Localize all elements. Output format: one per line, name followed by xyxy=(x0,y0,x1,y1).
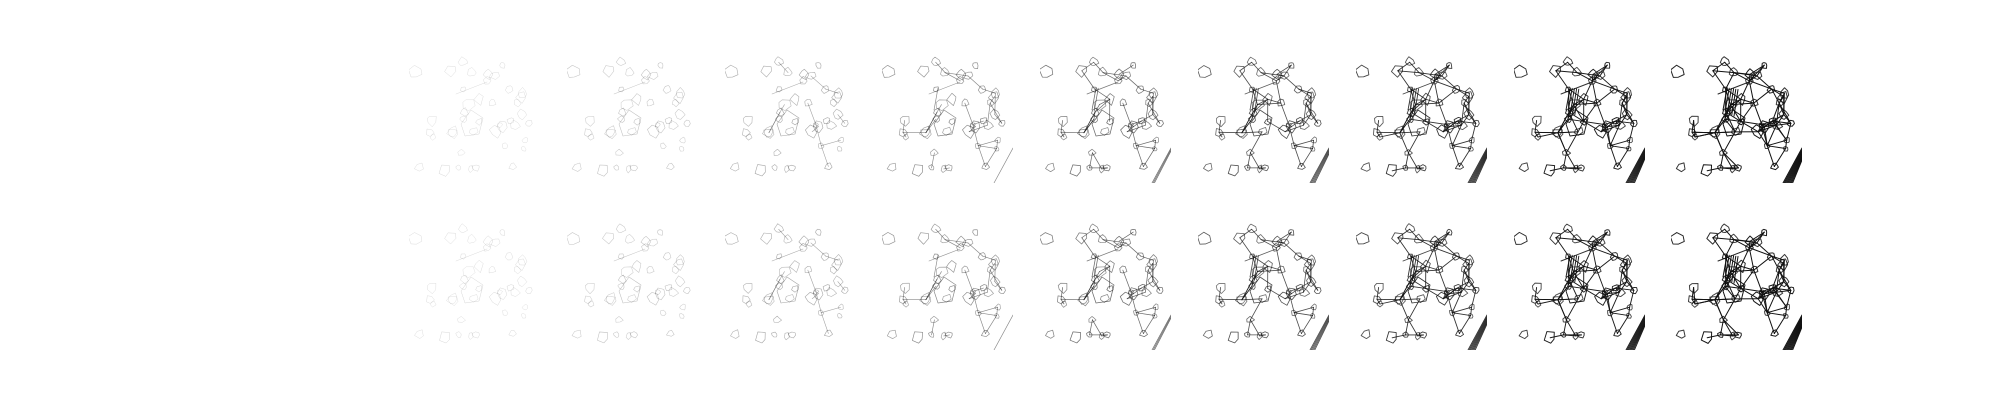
panel-row2-col3 xyxy=(725,219,856,350)
panel-row2-col8 xyxy=(1514,219,1645,350)
sketch-drawing xyxy=(1671,223,1802,350)
panel-row1-col1 xyxy=(409,52,540,183)
sketch-drawing xyxy=(882,56,1013,183)
sketch-drawing xyxy=(409,56,533,177)
panel-row1-col6 xyxy=(1198,52,1329,183)
panel-row1-col3 xyxy=(725,52,856,183)
sketch-drawing xyxy=(1671,56,1802,183)
sketch-drawing xyxy=(567,223,691,344)
panel-row1-col2 xyxy=(567,52,698,183)
sketch-drawing xyxy=(1040,223,1171,350)
panel-row2-col4 xyxy=(882,219,1013,350)
sketch-drawing xyxy=(1356,56,1487,183)
panel-row1-col4 xyxy=(882,52,1013,183)
panel-row1-col5 xyxy=(1040,52,1171,183)
sketch-drawing xyxy=(725,223,849,344)
sketch-drawing xyxy=(1514,56,1645,183)
sketch-drawing xyxy=(1198,56,1329,183)
panel-row2-col1 xyxy=(409,219,540,350)
sketch-drawing xyxy=(725,56,849,177)
sketch-drawing xyxy=(409,223,533,344)
sketch-drawing xyxy=(567,56,691,177)
panel-row2-col5 xyxy=(1040,219,1171,350)
panel-row1-col9 xyxy=(1671,52,1802,183)
panel-row2-col7 xyxy=(1356,219,1487,350)
sketch-drawing xyxy=(882,223,1013,350)
sketch-drawing xyxy=(1514,223,1645,350)
panel-row1-col8 xyxy=(1514,52,1645,183)
sketch-drawing xyxy=(1198,223,1329,350)
panel-row2-col9 xyxy=(1671,219,1802,350)
sketch-drawing xyxy=(1356,223,1487,350)
sketch-drawing xyxy=(1040,56,1171,183)
panel-row2-col2 xyxy=(567,219,698,350)
panel-row1-col7 xyxy=(1356,52,1487,183)
panel-row2-col6 xyxy=(1198,219,1329,350)
